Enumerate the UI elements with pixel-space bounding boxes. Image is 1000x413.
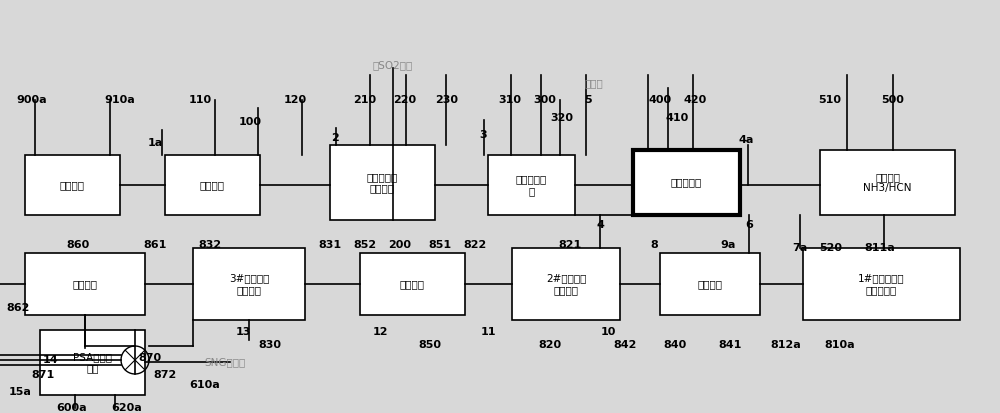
Text: 9a: 9a: [720, 240, 736, 250]
Text: 14: 14: [42, 355, 58, 365]
Text: PSA脱二氧
化碳: PSA脱二氧 化碳: [73, 352, 112, 373]
Text: 4a: 4a: [738, 135, 754, 145]
Text: 810a: 810a: [825, 340, 855, 350]
Text: 水蒸汽: 水蒸汽: [585, 78, 603, 88]
Text: 410: 410: [665, 113, 689, 123]
Bar: [360, 253, 465, 315]
Text: 832: 832: [198, 240, 222, 250]
Text: 3#等温甲烷
化反应器: 3#等温甲烷 化反应器: [229, 273, 269, 295]
Text: 10: 10: [600, 327, 616, 337]
Text: 2: 2: [331, 133, 339, 143]
Text: 13: 13: [235, 327, 251, 337]
Text: 620a: 620a: [112, 403, 142, 413]
Text: 1#输送床甲烷
化反应系统: 1#输送床甲烷 化反应系统: [858, 273, 905, 295]
Text: 3: 3: [479, 130, 487, 140]
Text: 812a: 812a: [771, 340, 801, 350]
Text: 热量回收: 热量回收: [72, 279, 98, 289]
Text: 2#绝热甲烷
化反应器: 2#绝热甲烷 化反应器: [546, 273, 586, 295]
Text: 非耐硫变换: 非耐硫变换: [671, 178, 702, 188]
Text: 8: 8: [650, 240, 658, 250]
Text: 200: 200: [388, 240, 412, 250]
Text: 862: 862: [6, 303, 30, 313]
Text: 5: 5: [584, 95, 592, 105]
Text: 872: 872: [153, 370, 177, 380]
Text: 循环流化床
热法脱硫: 循环流化床 热法脱硫: [367, 172, 398, 193]
Text: 精脱硫保护
床: 精脱硫保护 床: [516, 174, 547, 196]
Text: 420: 420: [683, 95, 707, 105]
Bar: [25, 253, 145, 315]
Text: 850: 850: [418, 340, 442, 350]
Text: 吸附床脱
NH3/HCN: 吸附床脱 NH3/HCN: [863, 172, 912, 193]
Text: 12: 12: [372, 327, 388, 337]
Bar: [25, 155, 120, 215]
Text: 15a: 15a: [9, 387, 31, 397]
Bar: [40, 330, 145, 395]
Text: 871: 871: [31, 370, 55, 380]
Text: 激冷洗涤: 激冷洗涤: [200, 180, 225, 190]
Text: 热量回收: 热量回收: [400, 279, 425, 289]
Text: 860: 860: [66, 240, 90, 250]
Text: 600a: 600a: [57, 403, 87, 413]
Text: 110: 110: [188, 95, 212, 105]
Text: 1a: 1a: [147, 138, 163, 148]
Text: 841: 841: [718, 340, 742, 350]
Text: 900a: 900a: [17, 95, 47, 105]
Text: 230: 230: [436, 95, 458, 105]
Bar: [512, 248, 620, 320]
Text: 400: 400: [648, 95, 672, 105]
Text: 4: 4: [596, 220, 604, 230]
Text: 热量回收: 热量回收: [698, 279, 722, 289]
Text: 500: 500: [882, 95, 904, 105]
Text: 320: 320: [550, 113, 574, 123]
Text: 822: 822: [463, 240, 487, 250]
Text: 870: 870: [138, 353, 162, 363]
Text: 11: 11: [480, 327, 496, 337]
Text: 210: 210: [353, 95, 377, 105]
Text: 840: 840: [663, 340, 687, 350]
Text: 811a: 811a: [865, 243, 895, 253]
Text: 富SO2气体: 富SO2气体: [373, 60, 413, 70]
Text: 310: 310: [498, 95, 522, 105]
Bar: [330, 145, 435, 220]
Text: 851: 851: [428, 240, 452, 250]
Bar: [193, 248, 305, 320]
Bar: [803, 248, 960, 320]
Bar: [820, 150, 955, 215]
Text: SNG产品气: SNG产品气: [204, 357, 246, 367]
Text: 300: 300: [534, 95, 556, 105]
Text: 830: 830: [258, 340, 282, 350]
Text: 粉煤气化: 粉煤气化: [60, 180, 85, 190]
Text: 6: 6: [745, 220, 753, 230]
Text: 100: 100: [239, 117, 262, 127]
Bar: [165, 155, 260, 215]
Text: 831: 831: [318, 240, 342, 250]
Text: 610a: 610a: [190, 380, 220, 390]
Text: 520: 520: [820, 243, 842, 253]
Bar: [633, 150, 740, 215]
Bar: [660, 253, 760, 315]
Text: 510: 510: [818, 95, 842, 105]
Bar: [488, 155, 575, 215]
Text: 821: 821: [558, 240, 582, 250]
Text: 861: 861: [143, 240, 167, 250]
Text: 120: 120: [283, 95, 307, 105]
Text: 7a: 7a: [792, 243, 808, 253]
Text: 220: 220: [393, 95, 417, 105]
Text: 910a: 910a: [105, 95, 135, 105]
Text: 820: 820: [538, 340, 562, 350]
Text: 852: 852: [353, 240, 377, 250]
Text: 842: 842: [613, 340, 637, 350]
